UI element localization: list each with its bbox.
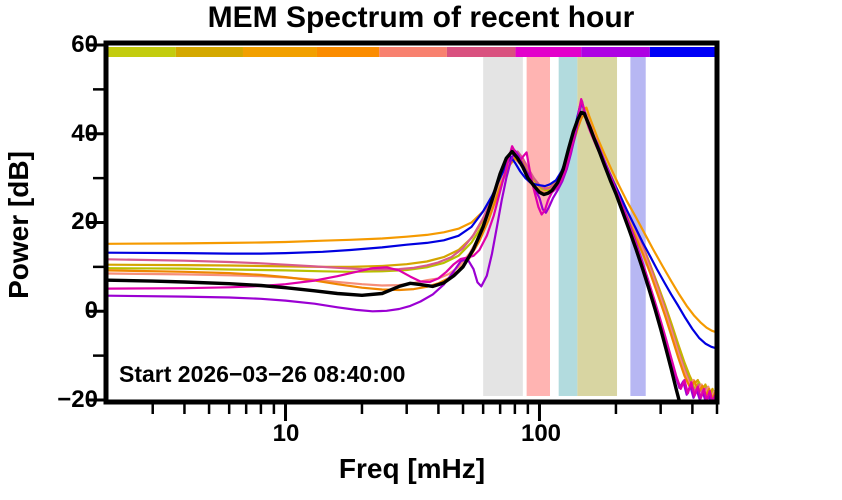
x-tick-label-100: 100 [520,420,562,447]
spectrum-curves [107,97,718,401]
series-orange-2 [107,113,718,401]
highlight-band [526,57,550,396]
y-tick-label-m20: −20 [57,386,98,413]
axis-ticks [86,43,719,421]
series-black [107,110,682,401]
band-bar-segment [649,47,717,57]
x-axis-label: Freq [mHz] [338,453,486,484]
plot-frame [103,40,720,405]
y-tick-label-40: 40 [71,120,98,147]
band-bar-segment [446,47,516,57]
y-tick-label-0: 0 [84,297,98,324]
band-bar-segment [175,47,243,57]
band-bar-segment [515,47,582,57]
series-salmon [107,110,718,399]
series-rose [107,109,718,401]
series-yellow-green [107,112,718,401]
band-bar-segment [242,47,317,57]
y-tick-label-60: 60 [71,31,98,58]
highlight-band [630,57,646,396]
band-bar-segment [379,47,447,57]
band-bar-segment [316,47,380,57]
series-gold [107,109,718,399]
band-bar-segment [108,47,176,57]
y-tick-label-20: 20 [71,208,98,235]
band-bar-segment [581,47,650,57]
start-time-annotation: Start 2026−03−26 08:40:00 [119,361,406,387]
x-tick-label-10: 10 [272,420,300,447]
series-magenta [107,97,718,401]
highlight-bands [483,57,646,396]
frequency-band-bar [108,47,717,57]
highlight-band [558,57,578,396]
chart-title: MEM Spectrum of recent hour [207,1,635,34]
